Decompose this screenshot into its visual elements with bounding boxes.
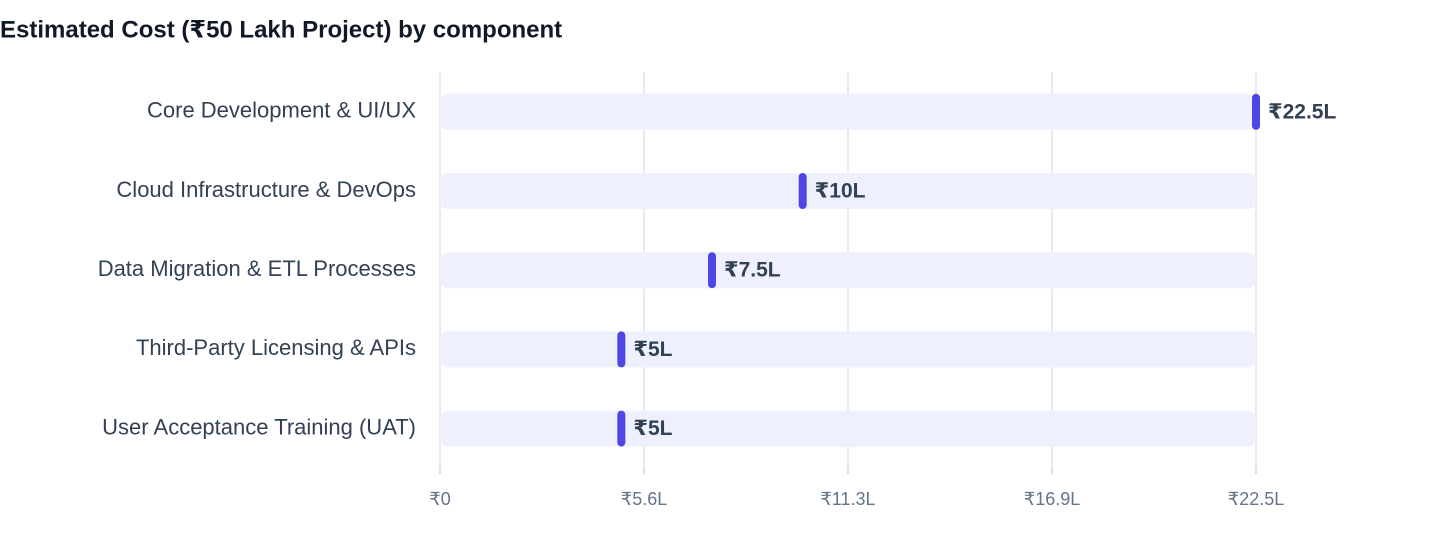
value-label: ₹5L bbox=[633, 417, 672, 440]
chart-title: Estimated Cost (₹50 Lakh Project) by com… bbox=[0, 16, 562, 43]
x-tick-label: ₹22.5L bbox=[1228, 489, 1285, 509]
y-tick-label: Third-Party Licensing & APIs bbox=[136, 335, 416, 360]
track bbox=[440, 410, 1256, 447]
y-tick-label: Cloud Infrastructure & DevOps bbox=[116, 177, 416, 202]
track bbox=[440, 93, 1256, 130]
bar-marker bbox=[798, 173, 807, 209]
x-tick-label: ₹5.6L bbox=[621, 489, 668, 509]
value-label: ₹7.5L bbox=[724, 259, 781, 282]
y-tick-label: Core Development & UI/UX bbox=[147, 98, 416, 123]
x-tick-label: ₹11.3L bbox=[820, 489, 875, 509]
track bbox=[440, 331, 1256, 368]
bar-marker bbox=[708, 252, 716, 289]
bar-marker bbox=[1252, 93, 1260, 130]
track bbox=[440, 252, 1256, 289]
bar-marker bbox=[617, 331, 626, 368]
y-tick-label: Data Migration & ETL Processes bbox=[98, 256, 416, 281]
x-tick-label: ₹16.9L bbox=[1024, 489, 1081, 509]
value-label: ₹10L bbox=[815, 180, 866, 203]
value-label: ₹5L bbox=[633, 338, 672, 361]
bar-marker bbox=[617, 410, 626, 447]
x-tick-label: ₹0 bbox=[429, 489, 450, 509]
track bbox=[440, 173, 1256, 209]
y-tick-label: User Acceptance Training (UAT) bbox=[102, 414, 416, 439]
value-label: ₹22.5L bbox=[1268, 100, 1336, 123]
